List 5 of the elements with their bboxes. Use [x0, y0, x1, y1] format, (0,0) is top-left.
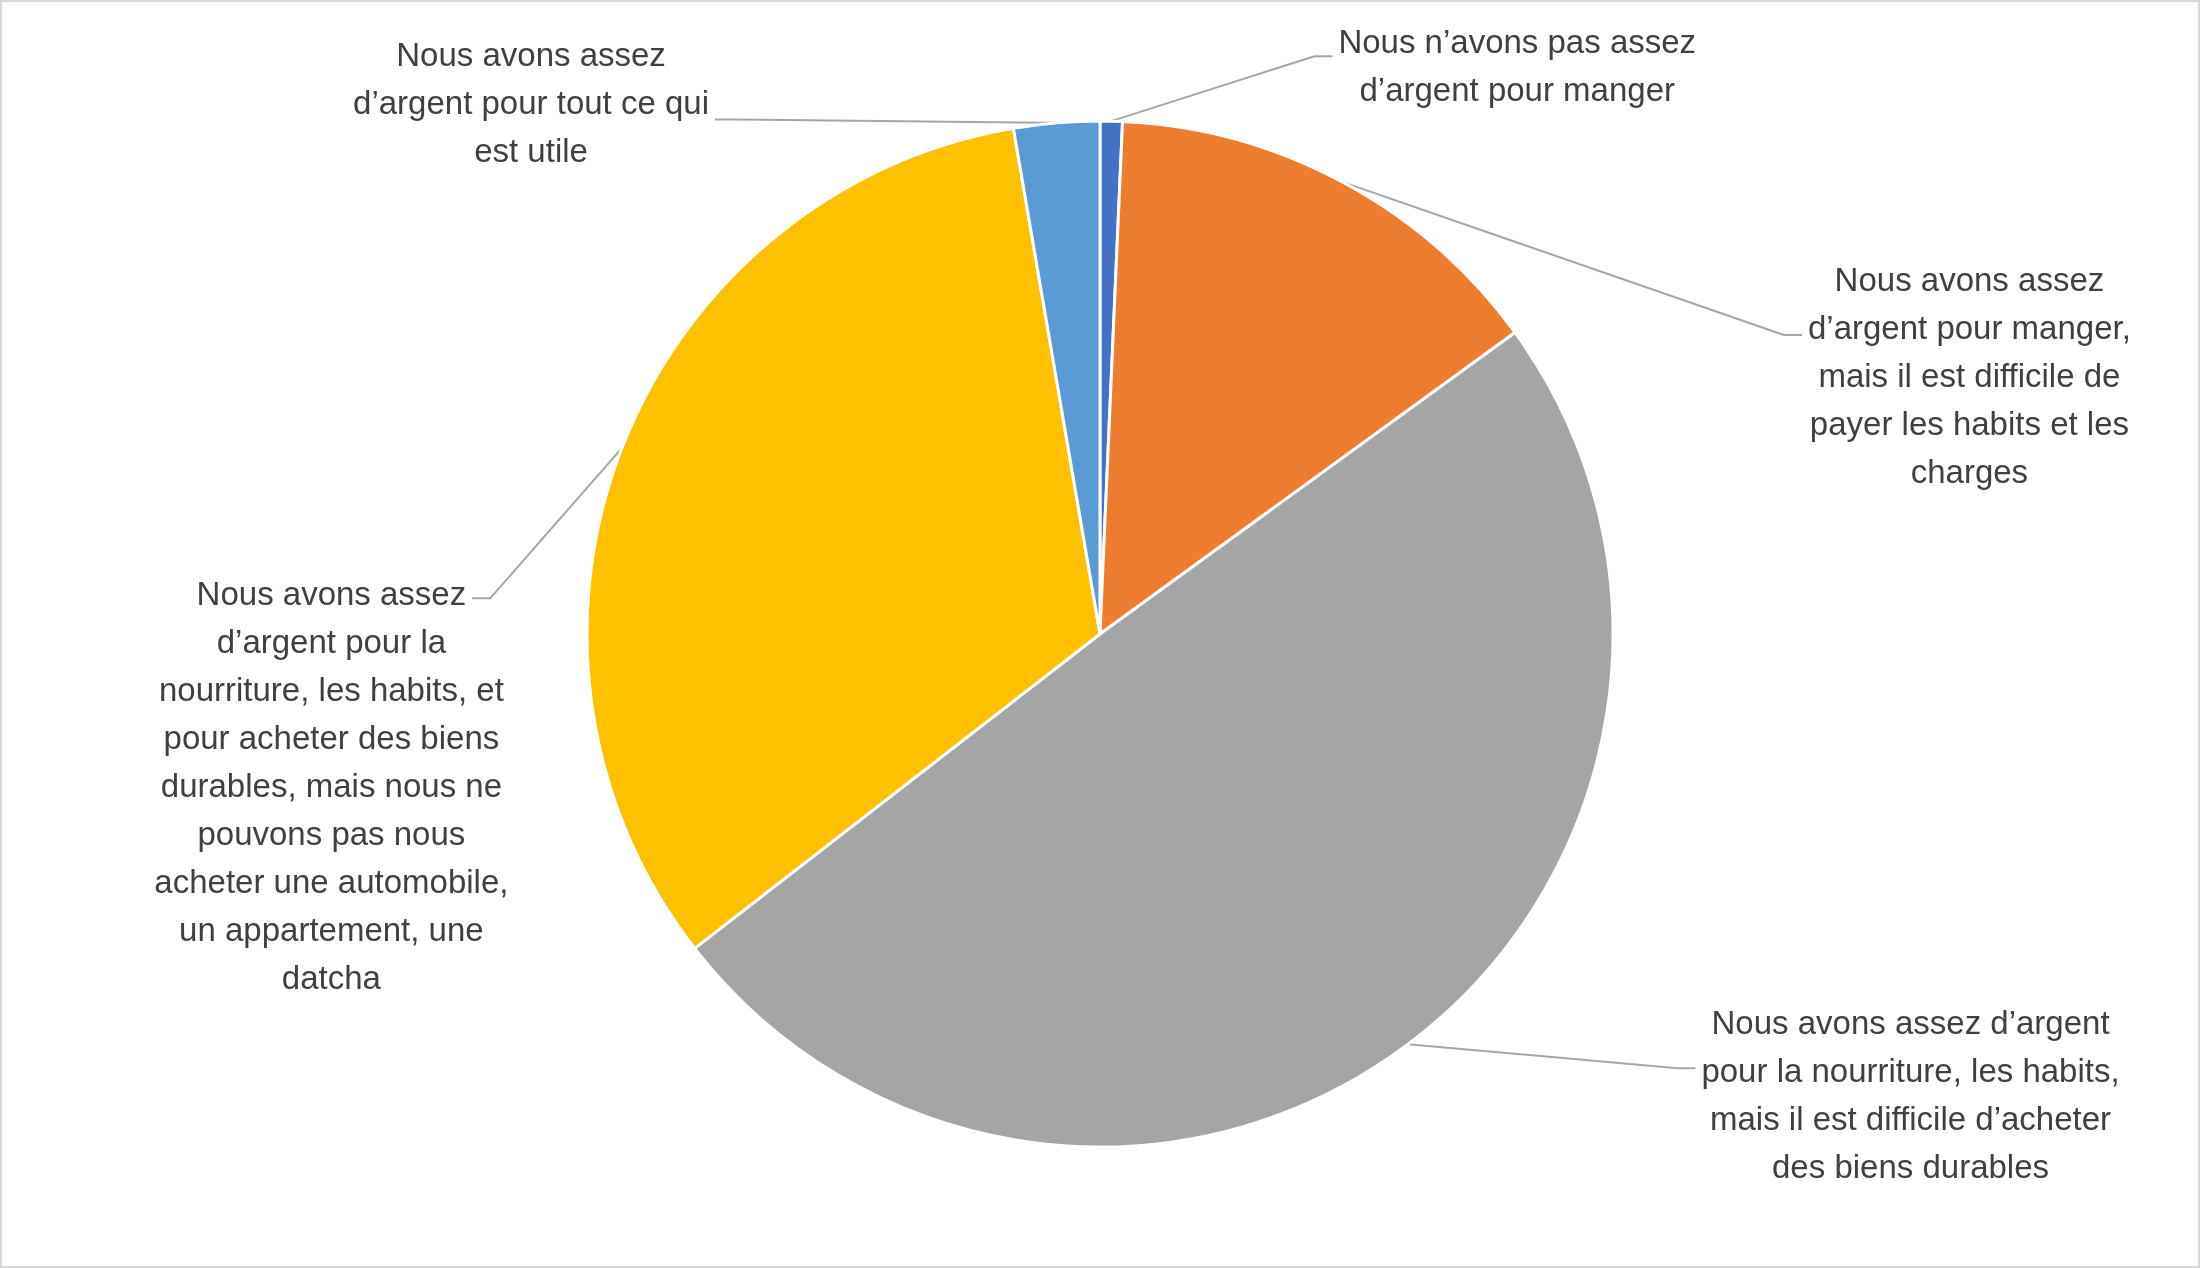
slice-label: Nous avons assez d’argent pour tout ce qui est utile [353, 36, 709, 170]
slice-label: Nous avons assez d’argent pour manger, mais il est difficile de payer les habits et les charges [1807, 261, 2131, 491]
category-label: Nous avons assez d’argent pour la nourriture, les habits, et pour acheter des biens durables, mais nous ne pouvons pas nous acheter une automobile, un appartement, une datcha [154, 575, 509, 997]
slice-label: Nous n’avons pas assez d’argent pour manger [1338, 23, 1697, 109]
slice-label: Nous avons assez d’argent pour la nourriture, les habits, mais il est difficile d’acheter des biens durables [1701, 1004, 2120, 1186]
